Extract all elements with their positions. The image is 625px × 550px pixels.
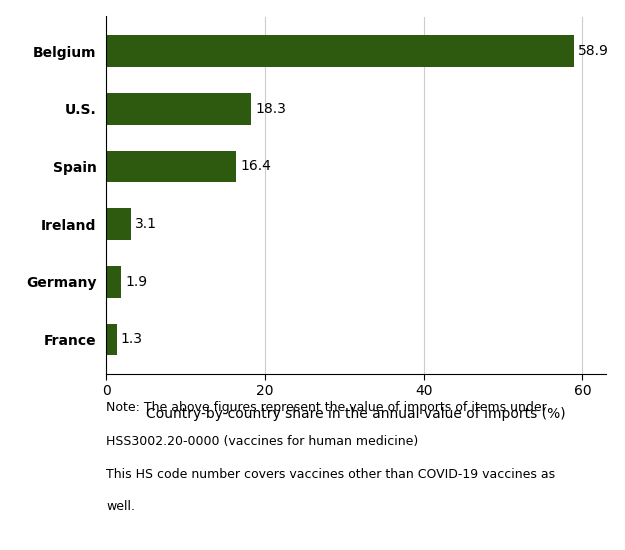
Bar <box>106 323 117 355</box>
X-axis label: Country-by-country share in the annual value of imports (%): Country-by-country share in the annual v… <box>146 407 566 421</box>
Text: Note: The above figures represent the value of imports of items under: Note: The above figures represent the va… <box>106 402 547 415</box>
Text: HSS3002.20-0000 (vaccines for human medicine): HSS3002.20-0000 (vaccines for human medi… <box>106 434 419 448</box>
Text: 3.1: 3.1 <box>135 217 157 231</box>
Bar <box>106 93 251 125</box>
Text: 58.9: 58.9 <box>578 44 609 58</box>
Text: well.: well. <box>106 500 135 514</box>
Bar <box>106 151 236 182</box>
Text: 16.4: 16.4 <box>241 160 271 173</box>
Text: 1.3: 1.3 <box>121 332 142 346</box>
Bar <box>106 208 131 240</box>
Bar <box>106 35 574 67</box>
Text: 18.3: 18.3 <box>256 102 286 116</box>
Text: 1.9: 1.9 <box>125 275 148 289</box>
Bar <box>106 266 121 298</box>
Text: This HS code number covers vaccines other than COVID-19 vaccines as: This HS code number covers vaccines othe… <box>106 468 556 481</box>
